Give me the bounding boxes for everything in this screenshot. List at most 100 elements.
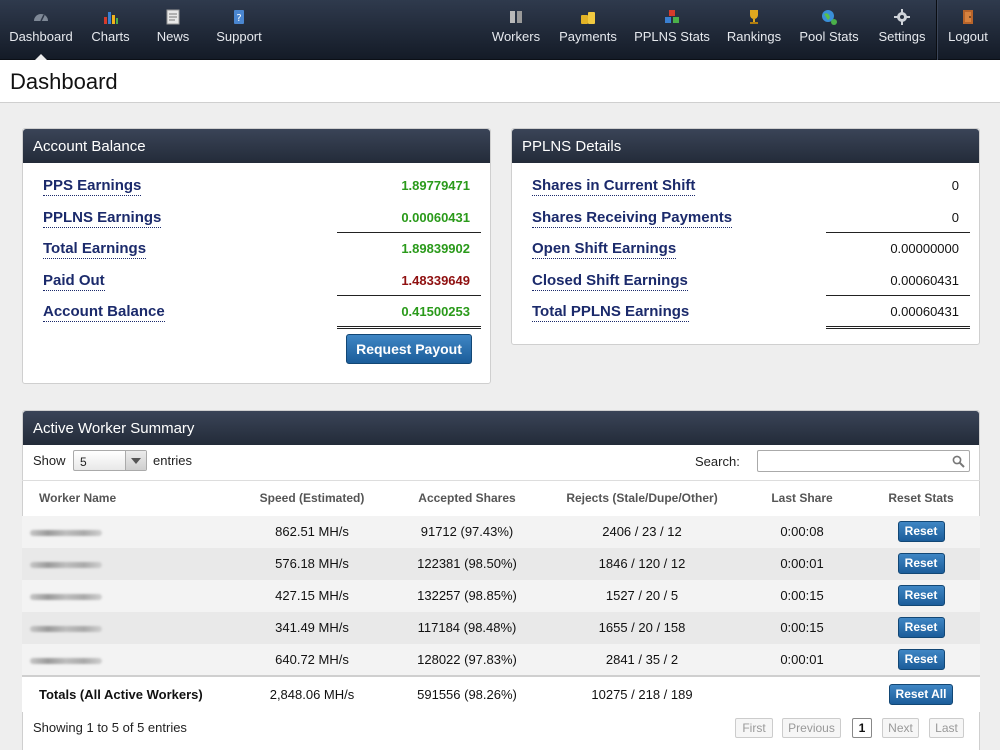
- workers-table: Worker Name Speed (Estimated) Accepted S…: [22, 480, 980, 712]
- search-label: Search:: [695, 454, 740, 469]
- redacted-worker-name: [30, 530, 102, 536]
- svg-text:?: ?: [236, 13, 241, 24]
- balance-row: Paid Out 1.48339649: [23, 272, 490, 292]
- pplns-label[interactable]: Open Shift Earnings: [532, 240, 677, 259]
- nav-pool-stats[interactable]: Pool Stats: [795, 0, 863, 60]
- nav-logout[interactable]: Logout: [940, 0, 996, 60]
- nav-label: PPLNS Stats: [634, 29, 710, 44]
- nav-label: Rankings: [726, 29, 782, 44]
- pplns-label[interactable]: Shares in Current Shift: [532, 177, 696, 196]
- pplns-value: 0.00000000: [890, 241, 959, 256]
- pplns-row: Closed Shift Earnings 0.00060431: [512, 272, 979, 292]
- nav-rankings[interactable]: Rankings: [722, 0, 786, 60]
- search-icon: [952, 455, 965, 468]
- sum-rule: [337, 295, 481, 296]
- sum-rule: [337, 232, 481, 233]
- balance-label[interactable]: PPS Earnings: [43, 177, 142, 196]
- last-share-cell: 0:00:01: [742, 643, 862, 676]
- pager-page-button[interactable]: 1: [852, 718, 872, 738]
- accepted-cell: 122381 (98.50%): [392, 547, 542, 580]
- chevron-down-icon: [125, 451, 146, 470]
- pager-previous-button[interactable]: Previous: [782, 718, 841, 738]
- pplns-row: Open Shift Earnings 0.00000000: [512, 240, 979, 260]
- reset-button[interactable]: Reset: [897, 585, 945, 606]
- dashboard-icon: [34, 14, 48, 22]
- balance-label[interactable]: Total Earnings: [43, 240, 147, 259]
- pplns-label[interactable]: Total PPLNS Earnings: [532, 303, 690, 322]
- account-balance-panel: Account Balance PPS Earnings 1.89779471 …: [22, 128, 491, 384]
- last-share-cell: 0:00:01: [742, 547, 862, 580]
- page-header: Dashboard: [0, 60, 1000, 103]
- news-icon: [166, 9, 180, 25]
- trophy-icon: [750, 10, 758, 24]
- column-header[interactable]: Accepted Shares: [392, 480, 542, 516]
- last-share-cell: 0:00:15: [742, 611, 862, 644]
- pplns-row: Shares Receiving Payments 0: [512, 209, 979, 229]
- entries-per-page-select[interactable]: 5: [73, 450, 147, 471]
- balance-row: PPS Earnings 1.89779471: [23, 177, 490, 197]
- nav-label: Workers: [491, 29, 541, 44]
- balance-label[interactable]: Account Balance: [43, 303, 165, 322]
- pplns-value: 0.00060431: [890, 273, 959, 288]
- balance-label[interactable]: PPLNS Earnings: [43, 209, 162, 228]
- nav-label: Support: [216, 29, 262, 44]
- pager-next-button[interactable]: Next: [882, 718, 919, 738]
- column-header[interactable]: Worker Name: [22, 480, 232, 516]
- nav-workers[interactable]: Workers: [487, 0, 545, 60]
- reset-button[interactable]: Reset: [897, 648, 945, 670]
- pplns-row: Shares in Current Shift 0: [512, 177, 979, 197]
- sum-rule: [826, 232, 970, 233]
- speed-cell: 576.18 MH/s: [232, 547, 392, 580]
- rejects-cell: 2841 / 35 / 2: [542, 643, 742, 676]
- pplns-label[interactable]: Shares Receiving Payments: [532, 209, 733, 228]
- reset-button[interactable]: Reset: [897, 617, 945, 638]
- show-label: Show: [33, 453, 66, 468]
- table-row: 576.18 MH/s 122381 (98.50%) 1846 / 120 /…: [22, 547, 980, 580]
- nav-label: Charts: [91, 29, 130, 44]
- pager-last-button[interactable]: Last: [929, 718, 964, 738]
- search-input[interactable]: [757, 450, 970, 472]
- pplns-details-panel: PPLNS Details Shares in Current Shift 0 …: [511, 128, 980, 345]
- workers-icon: [510, 11, 522, 23]
- balance-row: PPLNS Earnings 0.00060431: [23, 209, 490, 229]
- balance-value: 0.41500253: [401, 304, 470, 319]
- totals-accepted: 591556 (98.26%): [392, 674, 542, 712]
- nav-dashboard[interactable]: Dashboard: [0, 0, 82, 61]
- nav-settings[interactable]: Settings: [872, 0, 932, 60]
- column-header[interactable]: Speed (Estimated): [232, 480, 392, 516]
- pager-first-button[interactable]: First: [735, 718, 773, 738]
- table-header-row: Worker Name Speed (Estimated) Accepted S…: [22, 480, 980, 516]
- request-payout-button[interactable]: Request Payout: [346, 334, 472, 364]
- rejects-link[interactable]: 1846 / 120 / 12: [542, 547, 742, 580]
- column-header[interactable]: Last Share: [742, 480, 862, 516]
- totals-rejects: 10275 / 218 / 189: [542, 674, 742, 712]
- coins-icon: [581, 12, 595, 24]
- balance-row: Total Earnings 1.89839902: [23, 240, 490, 260]
- reset-all-button[interactable]: Reset All: [889, 683, 953, 705]
- sum-rule: [826, 295, 970, 296]
- nav-charts[interactable]: Charts: [82, 0, 139, 60]
- reset-button[interactable]: Reset: [897, 553, 945, 574]
- speed-cell: 862.51 MH/s: [232, 515, 392, 548]
- nav-support[interactable]: ? Support: [210, 0, 268, 60]
- nav-label: News: [156, 29, 190, 44]
- speed-cell: 341.49 MH/s: [232, 611, 392, 644]
- last-share-cell: 0:00:15: [742, 579, 862, 612]
- blocks-icon: [665, 10, 679, 23]
- bar-chart-icon: [103, 12, 118, 24]
- page-title: Dashboard: [10, 69, 118, 94]
- nav-news[interactable]: News: [146, 0, 200, 60]
- door-icon: [963, 10, 973, 24]
- nav-pplns-stats[interactable]: PPLNS Stats: [631, 0, 713, 60]
- column-header[interactable]: Rejects (Stale/Dupe/Other): [542, 480, 742, 516]
- balance-value: 1.89779471: [401, 178, 470, 193]
- pplns-label[interactable]: Closed Shift Earnings: [532, 272, 688, 291]
- total-rule: [826, 326, 970, 329]
- reset-button[interactable]: Reset: [897, 521, 945, 542]
- nav-label: Payments: [559, 29, 617, 44]
- pplns-value: 0: [951, 178, 959, 193]
- rejects-link[interactable]: 1655 / 20 / 158: [542, 611, 742, 644]
- balance-label[interactable]: Paid Out: [43, 272, 105, 291]
- nav-payments[interactable]: Payments: [554, 0, 622, 60]
- table-row: 862.51 MH/s 91712 (97.43%) 2406 / 23 / 1…: [22, 515, 980, 548]
